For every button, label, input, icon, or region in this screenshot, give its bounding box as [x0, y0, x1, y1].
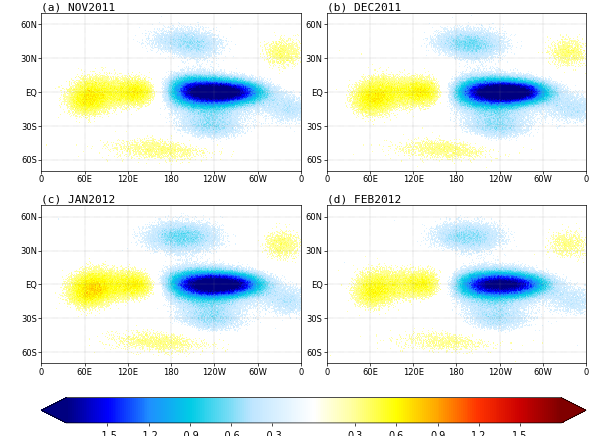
- PathPatch shape: [41, 398, 66, 423]
- Text: (a) NOV2011: (a) NOV2011: [41, 2, 115, 12]
- Text: (d) FEB2012: (d) FEB2012: [327, 194, 401, 204]
- PathPatch shape: [561, 398, 586, 423]
- Text: (b) DEC2011: (b) DEC2011: [327, 2, 401, 12]
- Text: (c) JAN2012: (c) JAN2012: [41, 194, 115, 204]
